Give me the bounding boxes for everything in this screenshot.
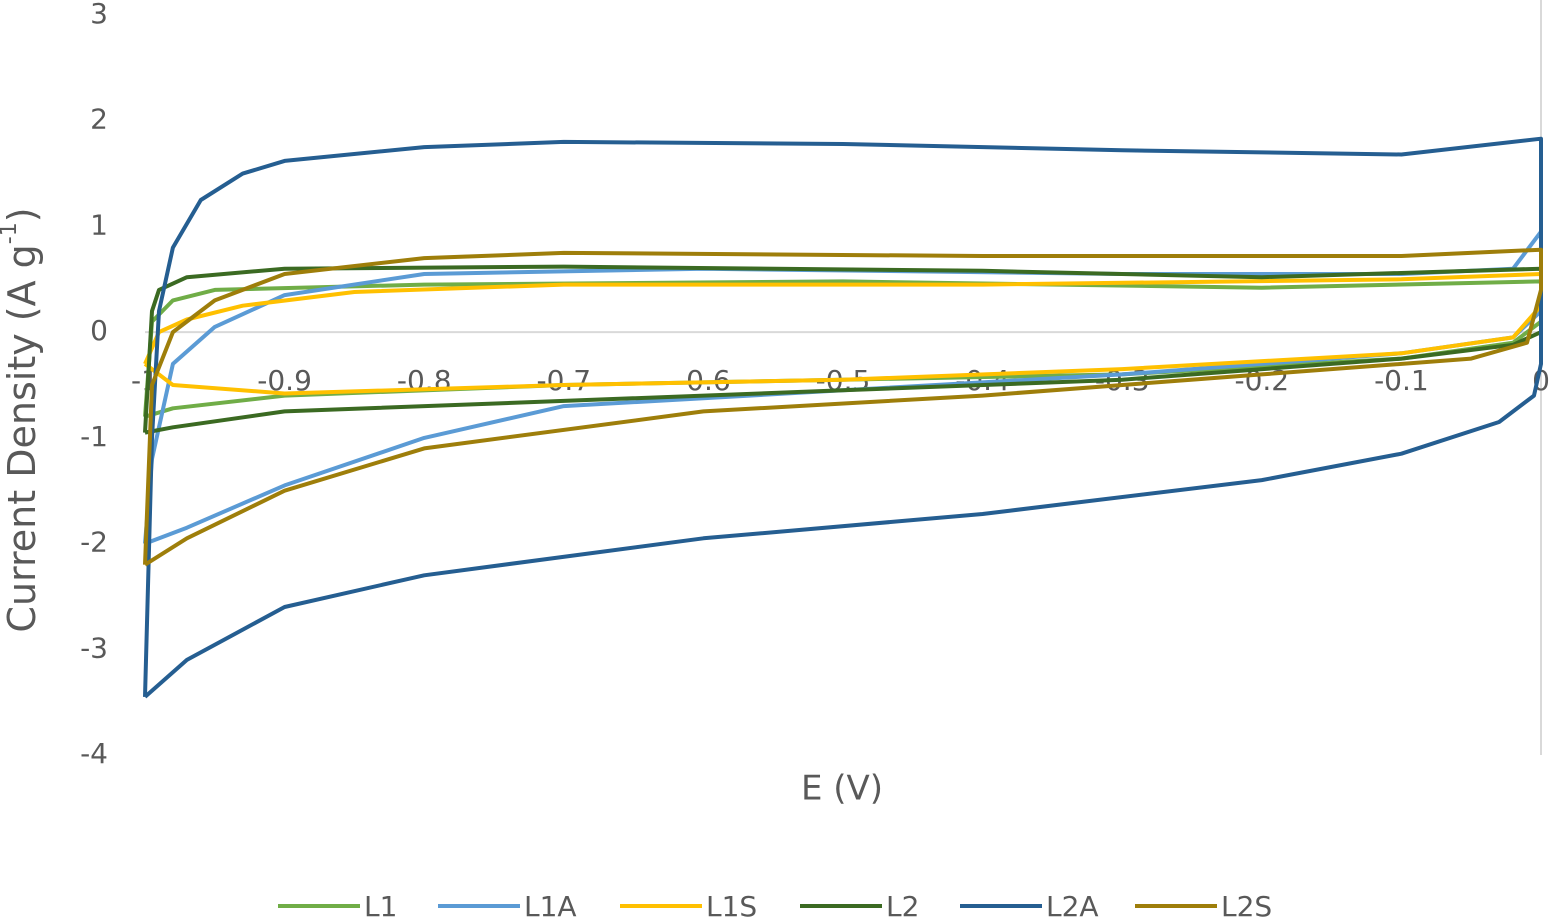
x-axis-label: E (V) xyxy=(801,769,883,809)
y-axis-label-end: ) xyxy=(0,207,44,222)
y-tick-label: 0 xyxy=(90,314,108,347)
legend-label: L1 xyxy=(364,890,397,920)
x-tick-label: -0.7 xyxy=(536,364,591,397)
y-tick-label: 2 xyxy=(90,103,108,136)
legend-label: L2S xyxy=(1221,890,1272,920)
y-tick-label: -3 xyxy=(80,631,108,664)
y-tick-label: -4 xyxy=(80,737,108,770)
y-axis-label: Current Density (A g-1) xyxy=(0,207,44,632)
y-tick-label: 1 xyxy=(90,208,108,241)
legend-label: L1S xyxy=(706,890,757,920)
y-axis-label-main: Current Density (A g xyxy=(0,244,44,632)
legend-label: L2A xyxy=(1046,890,1099,920)
legend-label: L1A xyxy=(524,890,577,920)
x-tick-label: -0.1 xyxy=(1374,364,1429,397)
series-line xyxy=(143,136,1543,699)
y-axis-label-sup: -1 xyxy=(0,222,22,244)
y-tick-label: -2 xyxy=(80,526,108,559)
y-tick-label: 3 xyxy=(90,0,108,30)
y-tick-label: -1 xyxy=(80,420,108,453)
series-line xyxy=(143,247,1543,567)
legend-label: L2 xyxy=(886,890,919,920)
